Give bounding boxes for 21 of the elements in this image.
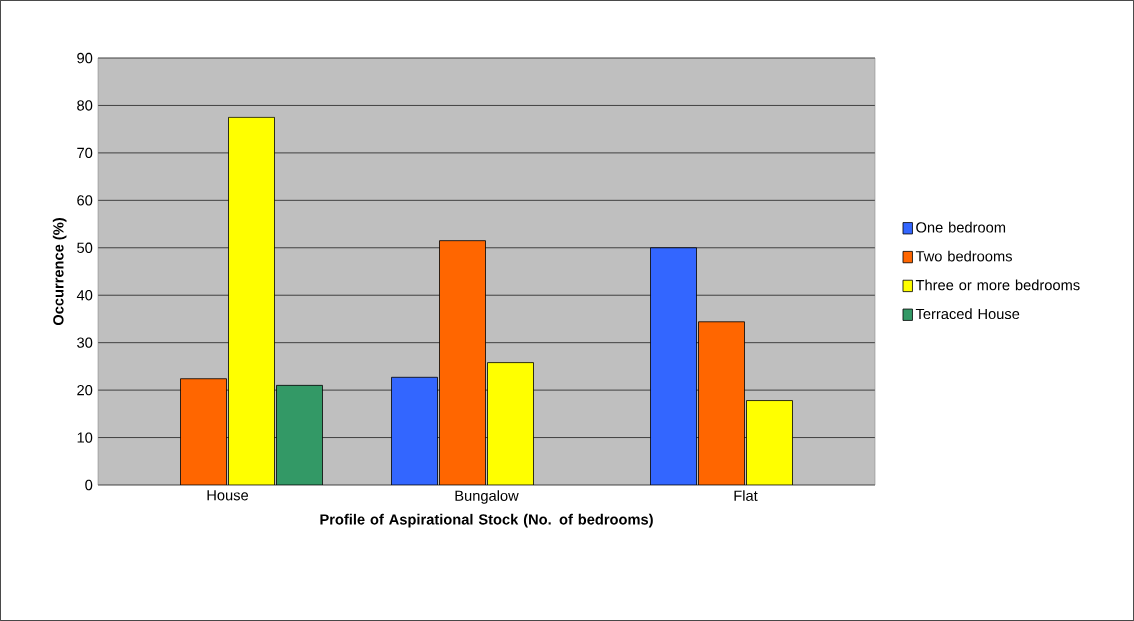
bar [391,376,438,485]
y-tick-label: 80 [77,100,93,111]
x-axis-title: Profile of Aspirational Stock (No. of bedrooms) [320,513,653,528]
y-tick-label: 50 [77,242,93,253]
y-tick-label: 40 [76,290,93,301]
bar [650,247,697,485]
y-tick-label: 30 [77,337,93,348]
y-tick-label: 60 [77,195,93,206]
y-axis-title: Occurrence (%) [52,218,67,326]
x-tick-label: House [207,490,249,501]
y-tick-label: 0 [85,479,93,491]
x-tick-label: Flat [734,490,758,501]
y-tick-label: 70 [77,147,93,159]
legend-label: Two bedrooms [915,250,1012,262]
legend-label: Three or more bedrooms [915,279,1080,291]
x-tick-label: Bungalow [455,490,519,504]
legend-label: One bedroom [916,221,1006,233]
y-tick-label: 20 [77,384,93,396]
legend-label: Terraced House [915,308,1020,320]
y-tick-label: 10 [77,432,93,443]
y-tick-label: 90 [77,52,93,64]
